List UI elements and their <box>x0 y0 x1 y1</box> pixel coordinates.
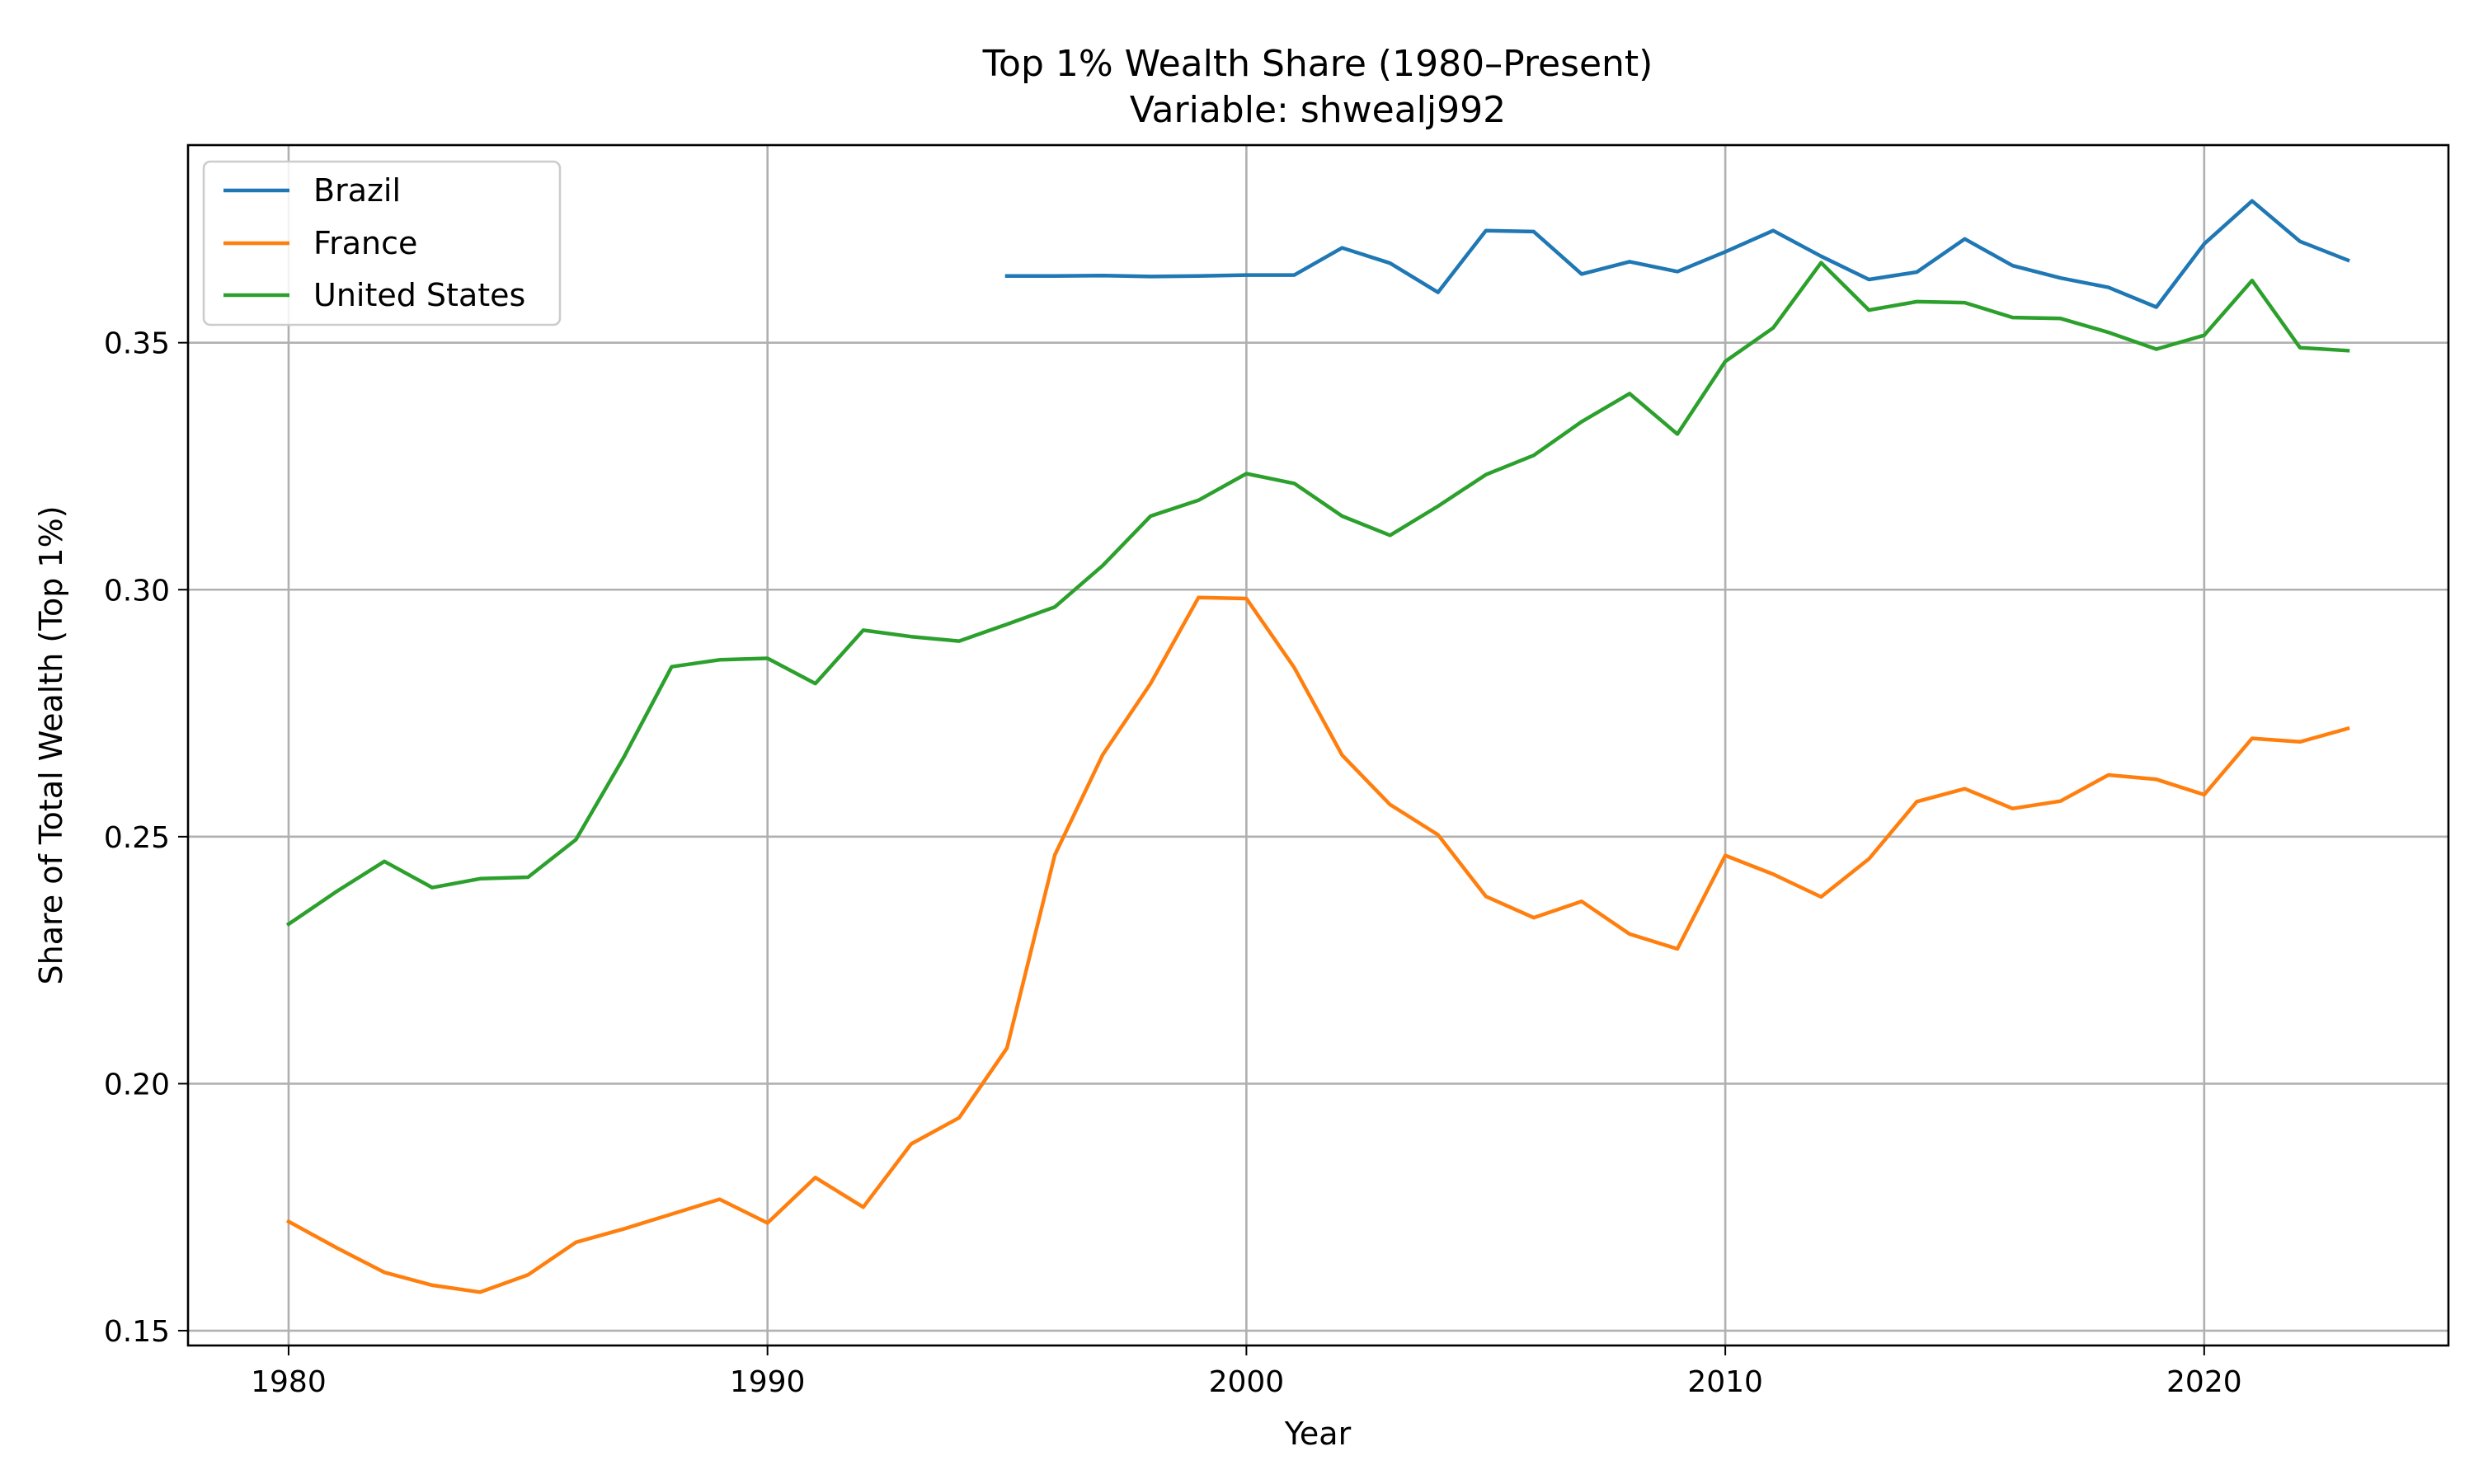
legend-box <box>202 160 562 326</box>
series-lines <box>285 199 2350 1294</box>
plot-frame <box>186 143 2450 1347</box>
y-tick-label: 0.35 <box>104 327 170 361</box>
legend-label-france: France <box>313 225 417 261</box>
x-tick-label: 2010 <box>1687 1365 1763 1399</box>
y-tick-label: 0.25 <box>104 821 170 855</box>
x-tick-label: 2020 <box>2166 1365 2242 1399</box>
series-line-france <box>285 595 2350 1294</box>
chart-title: Top 1% Wealth Share (1980–Present) <box>982 43 1653 85</box>
x-tick-label: 1980 <box>251 1365 327 1399</box>
legend: Brazil France United States <box>202 160 562 326</box>
y-tick-label: 0.30 <box>104 574 170 608</box>
chart-subtitle: Variable: shwealj992 <box>1130 89 1506 131</box>
y-axis-label: Share of Total Wealth (Top 1%) <box>33 505 69 984</box>
y-tick-label: 0.15 <box>104 1315 170 1349</box>
series-line-united-states <box>285 261 2350 928</box>
x-axis-label: Year <box>1284 1416 1352 1452</box>
x-tick-label: 1990 <box>730 1365 806 1399</box>
axis-ticks: 1980 1990 2000 2010 2020 0.15 0.20 0.25 0.30 0.35 <box>104 327 2242 1399</box>
grid <box>188 145 2448 1345</box>
x-tick-label: 2000 <box>1209 1365 1285 1399</box>
y-tick-label: 0.20 <box>104 1068 170 1101</box>
legend-label-brazil: Brazil <box>313 172 401 209</box>
series-line-brazil <box>1004 199 2350 309</box>
legend-label-united-states: United States <box>313 277 525 313</box>
